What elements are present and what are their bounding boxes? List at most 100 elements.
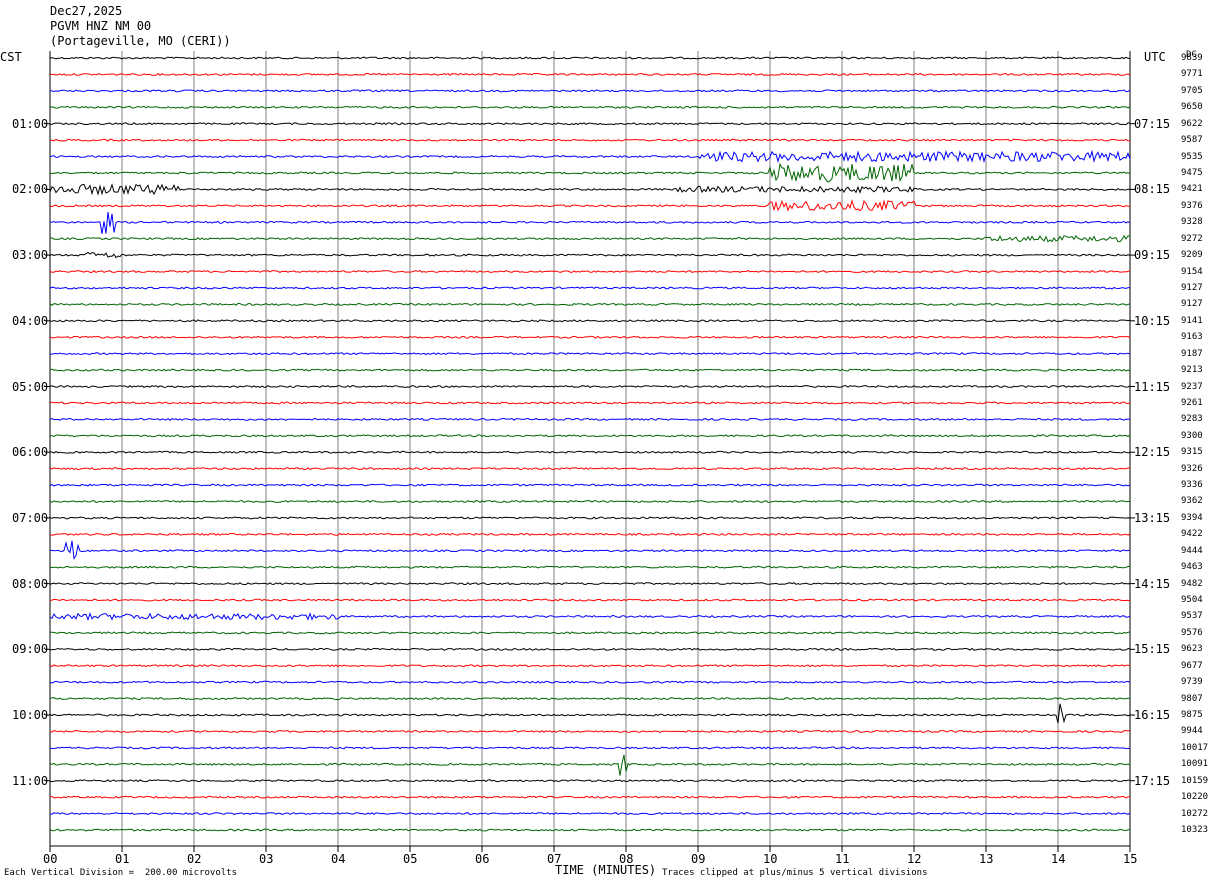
station-label: PGVM HNZ NM 00	[50, 19, 152, 33]
trace-row	[49, 401, 1131, 405]
right-hour-label: 10:15	[1134, 313, 1171, 328]
trace-row	[49, 754, 1131, 776]
trace-row	[49, 212, 1131, 234]
x-tick-label: 06	[475, 852, 490, 866]
trace-row	[49, 72, 1131, 76]
trace-row	[49, 467, 1131, 471]
dc-value-label: 9537	[1181, 611, 1203, 622]
trace-row	[49, 122, 1131, 126]
dc-value-label: 9587	[1181, 135, 1203, 146]
trace-row	[49, 598, 1131, 602]
trace-row	[49, 729, 1130, 733]
dc-value-label: 9213	[1181, 365, 1203, 376]
x-tick-label: 09	[691, 852, 706, 866]
dc-value-label: 9622	[1181, 118, 1203, 129]
x-tick-label: 08	[619, 852, 634, 866]
trace-row	[49, 335, 1131, 339]
left-hour-label: 11:00	[12, 773, 49, 788]
dc-value-label: 9163	[1181, 332, 1203, 343]
dc-value-label: 9422	[1181, 529, 1203, 540]
dc-value-label: 9535	[1181, 151, 1203, 162]
dc-value-label: 9944	[1181, 726, 1203, 737]
trace-row	[49, 89, 1131, 93]
trace-row	[49, 664, 1131, 668]
dc-value-label: 9623	[1181, 644, 1203, 655]
right-hour-label: 13:15	[1134, 510, 1171, 525]
dc-value-label: 9475	[1181, 167, 1203, 178]
dc-value-label: 9300	[1181, 430, 1203, 441]
left-hour-label: 02:00	[12, 182, 49, 197]
dc-header-label: DC	[1186, 50, 1197, 60]
dc-value-label: 10323	[1181, 825, 1209, 835]
right-hour-label: 09:15	[1134, 248, 1171, 263]
dc-value-label: 9650	[1181, 102, 1203, 113]
x-tick-label: 07	[547, 852, 562, 866]
trace-row	[49, 631, 1131, 635]
trace-row	[49, 828, 1131, 832]
left-timezone-label: CST	[0, 50, 22, 64]
trace-row	[49, 434, 1131, 438]
dc-value-label: 9261	[1181, 397, 1203, 408]
trace-row	[49, 302, 1131, 306]
dc-value-label: 9362	[1181, 496, 1203, 507]
trace-row	[49, 183, 1131, 196]
dc-value-label: 9771	[1181, 69, 1203, 80]
dc-value-label: 9272	[1181, 233, 1203, 244]
trace-row	[49, 251, 1131, 259]
dc-value-label: 10091	[1181, 759, 1209, 770]
left-hour-label: 10:00	[12, 708, 49, 723]
left-hour-label: 06:00	[12, 445, 49, 460]
trace-row	[49, 269, 1131, 274]
date-label: Dec27,2025	[50, 4, 123, 18]
dc-value-label: 9336	[1181, 480, 1203, 491]
trace-row	[49, 779, 1130, 783]
right-hour-label: 12:15	[1134, 445, 1171, 460]
trace-row	[49, 105, 1131, 109]
trace-row	[49, 680, 1131, 684]
trace-row	[49, 286, 1131, 290]
scale-note: Each Vertical Division = 200.00 microvol…	[4, 868, 237, 878]
trace-row	[49, 795, 1131, 799]
x-tick-label: 13	[979, 852, 994, 866]
dc-value-label: 9677	[1181, 660, 1203, 671]
dc-value-label: 9328	[1181, 217, 1203, 228]
trace-row	[49, 234, 1131, 243]
dc-value-label: 9839	[1181, 53, 1203, 63]
right-hour-label: 08:15	[1134, 182, 1171, 197]
trace-row	[49, 582, 1131, 586]
x-tick-label: 15	[1123, 852, 1138, 866]
dc-value-label: 9875	[1181, 710, 1203, 721]
trace-row	[49, 612, 1131, 621]
trace-row	[49, 697, 1131, 701]
x-tick-label: 01	[115, 852, 130, 866]
location-label: (Portageville, MO (CERI))	[50, 34, 231, 48]
dc-value-label: 9141	[1181, 315, 1203, 326]
left-hour-label: 04:00	[12, 313, 49, 328]
x-tick-label: 04	[331, 852, 346, 866]
x-tick-label: 02	[187, 852, 202, 866]
left-hour-label: 03:00	[12, 248, 49, 263]
trace-row	[49, 565, 1131, 569]
clip-note: Traces clipped at plus/minus 5 vertical …	[662, 868, 928, 878]
dc-value-label: 9394	[1181, 512, 1203, 523]
trace-row	[49, 483, 1131, 487]
x-tick-label: 12	[907, 852, 922, 866]
dc-value-label: 9315	[1181, 447, 1203, 458]
left-hour-label: 01:00	[12, 116, 49, 131]
trace-row	[49, 746, 1131, 750]
dc-value-label: 9421	[1181, 184, 1203, 195]
dc-value-label: 9576	[1181, 627, 1203, 638]
dc-value-label: 9705	[1181, 85, 1203, 96]
dc-value-label: 9807	[1181, 693, 1203, 704]
dc-value-label: 9463	[1181, 562, 1203, 573]
x-tick-label: 00	[43, 852, 58, 866]
dc-value-label: 9504	[1181, 595, 1203, 606]
dc-value-label: 9739	[1181, 677, 1203, 688]
dc-value-label: 10220	[1181, 792, 1209, 803]
x-tick-label: 03	[259, 852, 274, 866]
trace-row	[49, 162, 1131, 183]
right-hour-label: 07:15	[1134, 116, 1171, 131]
x-axis-title: TIME (MINUTES)	[555, 863, 657, 877]
right-hour-label: 11:15	[1134, 379, 1171, 394]
